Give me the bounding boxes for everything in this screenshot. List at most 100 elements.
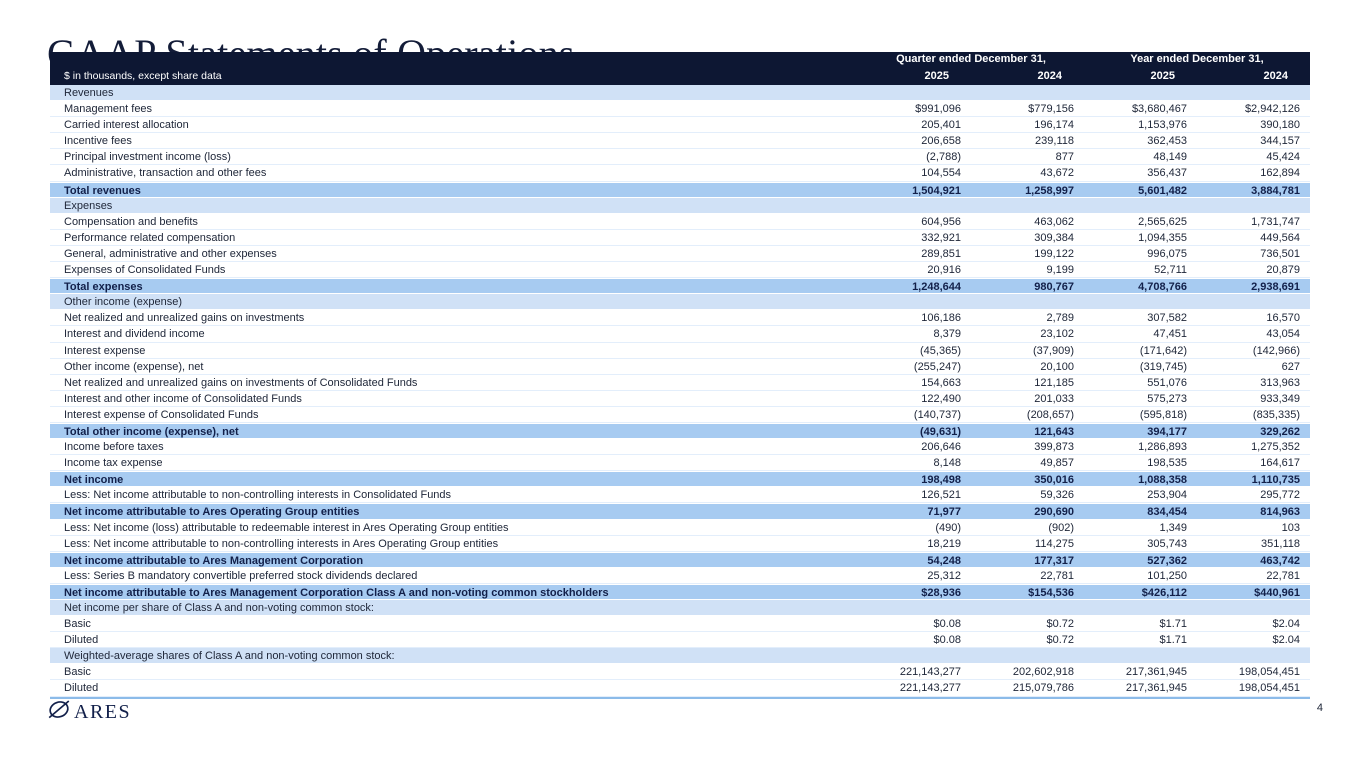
cell-value: 1,110,735 — [1251, 474, 1300, 487]
cell-value: 121,185 — [1034, 376, 1074, 389]
cell-value: 527,362 — [1147, 554, 1187, 567]
cell-value: $2,942,126 — [1244, 103, 1300, 116]
cell-value: 1,349 — [1159, 521, 1187, 534]
header-spacer — [50, 53, 858, 68]
cell-value: 344,157 — [1260, 135, 1300, 148]
cell-value — [858, 198, 971, 213]
cell-value — [1197, 198, 1310, 213]
cell-value: 996,075 — [1147, 247, 1187, 260]
cell-value: (142,966) — [1252, 344, 1300, 357]
column-year-y-2024: 2024 — [1263, 70, 1288, 82]
cell-value: 101,250 — [1147, 569, 1187, 582]
table-row: Other income (expense), net (255,247) 20,1… — [50, 358, 1310, 375]
row-label: Net income attributable to Ares Manageme… — [64, 554, 364, 567]
cell-value: 1,248,644 — [912, 281, 961, 294]
cell-value: 221,143,277 — [899, 666, 961, 679]
table-header-groups: Quarter ended December 31, Year ended De… — [50, 53, 1310, 68]
cell-value: 551,076 — [1147, 376, 1187, 389]
cell-value: 239,118 — [1035, 135, 1074, 148]
cell-value: 206,658 — [921, 135, 961, 148]
cell-value: 198,498 — [921, 474, 961, 487]
cell-value: 736,501 — [1260, 247, 1300, 260]
row-label: Diluted — [64, 634, 99, 647]
cell-value — [1084, 85, 1197, 100]
column-year-q-2025: 2025 — [924, 70, 949, 82]
cell-value: 20,100 — [1040, 360, 1074, 373]
cell-value: $426,112 — [1141, 586, 1187, 599]
cell-value: (490) — [935, 521, 961, 534]
cell-value: $3,680,467 — [1131, 103, 1187, 116]
cell-value: $154,536 — [1028, 586, 1074, 599]
cell-value: $1.71 — [1159, 634, 1187, 647]
table-row: Less: Net income (loss) attributable to … — [50, 519, 1310, 536]
row-label: Interest and dividend income — [64, 328, 205, 341]
table-row: Net income attributable to Ares Operatin… — [50, 503, 1310, 520]
cell-value: $0.08 — [933, 634, 961, 647]
gaap-statement-table: Quarter ended December 31, Year ended De… — [50, 52, 1310, 699]
table-row: Interest expense of Consolidated Funds (1… — [50, 406, 1310, 423]
cell-value: 47,451 — [1153, 328, 1187, 341]
cell-value: 49,857 — [1040, 457, 1074, 470]
table-row: Compensation and benefits 604,956 463,062 2… — [50, 213, 1310, 230]
cell-value: (49,631) — [920, 425, 961, 438]
cell-value: 305,743 — [1147, 537, 1187, 550]
cell-value: 463,742 — [1260, 554, 1300, 567]
row-label: Income before taxes — [64, 441, 164, 454]
cell-value: 1,731,747 — [1251, 215, 1300, 228]
cell-value: (171,642) — [1139, 344, 1187, 357]
cell-value: 23,102 — [1040, 328, 1074, 341]
table-row: Net income attributable to Ares Manageme… — [50, 551, 1310, 568]
cell-value: 106,186 — [921, 312, 961, 325]
cell-value: 215,079,786 — [1012, 682, 1074, 695]
cell-value: 933,349 — [1260, 392, 1300, 405]
table-row: Diluted $0.08 $0.72 $1.71 $2.04 — [50, 632, 1310, 649]
row-label: Weighted-average shares of Class A and n… — [64, 650, 395, 663]
row-label: Interest expense of Consolidated Funds — [64, 408, 259, 421]
cell-value: 122,490 — [921, 392, 961, 405]
cell-value — [1084, 198, 1197, 213]
cell-value: 351,118 — [1261, 537, 1300, 550]
table-row: Net income 198,498 350,016 1,088,358 1,110,7… — [50, 471, 1310, 488]
table-row: Carried interest allocation 205,401 196,17… — [50, 117, 1310, 134]
cell-value: 3,884,781 — [1251, 184, 1300, 197]
statement-table-body: Revenues Management fees $991,096 $779,156 $… — [50, 85, 1310, 697]
cell-value: 877 — [1055, 151, 1074, 164]
row-label: Net income attributable to Ares Manageme… — [64, 586, 609, 599]
row-label: Less: Series B mandatory convertible pre… — [64, 569, 418, 582]
cell-value: 16,570 — [1266, 312, 1300, 325]
cell-value: 1,275,352 — [1251, 441, 1300, 454]
cell-value: 202,602,918 — [1012, 666, 1074, 679]
table-row: Net realized and unrealized gains on inv… — [50, 374, 1310, 391]
row-label: Total revenues — [64, 184, 141, 197]
row-label: Basic — [64, 666, 91, 679]
cell-value: 575,273 — [1147, 392, 1187, 405]
table-row: Net income attributable to Ares Manageme… — [50, 583, 1310, 600]
cell-value: 399,873 — [1034, 441, 1074, 454]
cell-value — [858, 85, 971, 100]
row-label: Performance related compensation — [64, 231, 236, 244]
cell-value: 1,094,355 — [1138, 231, 1187, 244]
cell-value: 390,180 — [1260, 119, 1300, 132]
cell-value: 1,153,976 — [1138, 119, 1187, 132]
cell-value: 290,690 — [1034, 506, 1074, 519]
cell-value: (45,365) — [920, 344, 961, 357]
table-row: Total revenues 1,504,921 1,258,997 5,601,48… — [50, 181, 1310, 198]
cell-value: 356,437 — [1147, 167, 1187, 180]
row-label: Net income — [64, 474, 124, 487]
row-label: Net income attributable to Ares Operatin… — [64, 506, 360, 519]
column-group-quarter: Quarter ended December 31, — [896, 53, 1046, 65]
cell-value: 1,088,358 — [1138, 474, 1187, 487]
cell-value: 5,601,482 — [1138, 184, 1187, 197]
table-row: Less: Series B mandatory convertible pre… — [50, 567, 1310, 584]
cell-value: 162,894 — [1260, 167, 1300, 180]
column-year-y-2025: 2025 — [1150, 70, 1175, 82]
row-label: Less: Net income attributable to non-con… — [64, 537, 499, 550]
table-row: Interest expense (45,365) (37,909) (171,642… — [50, 342, 1310, 359]
cell-value: $1.71 — [1159, 618, 1187, 631]
cell-value: 2,789 — [1046, 312, 1074, 325]
table-row: Diluted 221,143,277 215,079,786 217,361,945… — [50, 680, 1310, 697]
cell-value: 604,956 — [921, 215, 961, 228]
row-label: Net realized and unrealized gains on inv… — [64, 312, 305, 325]
row-label: Net realized and unrealized gains on inv… — [64, 376, 418, 389]
row-label: Expenses — [64, 199, 113, 212]
